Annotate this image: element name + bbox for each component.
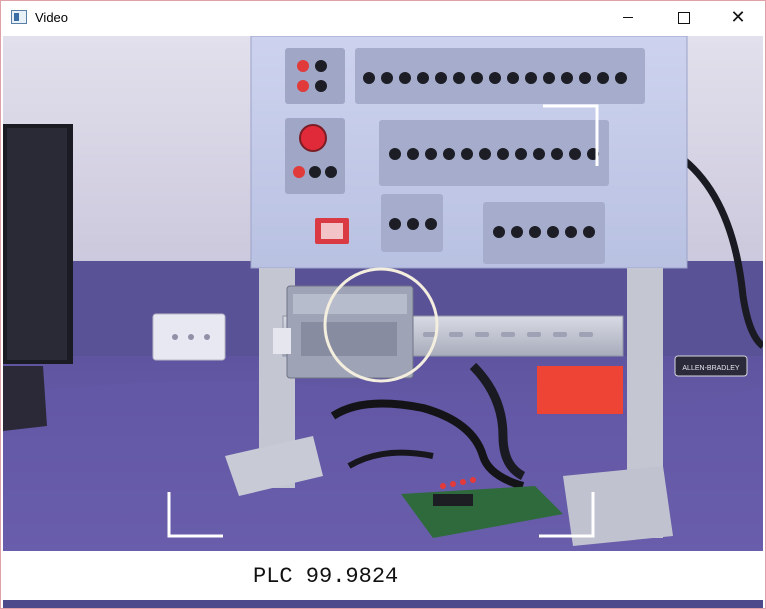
terminal-row-lower	[493, 226, 595, 238]
title-bar[interactable]: Video ✕	[1, 1, 765, 36]
caption-bar: PLC 99.9824	[3, 551, 763, 600]
cable	[676, 153, 763, 349]
floor-cable	[330, 399, 525, 490]
plc-top	[293, 294, 407, 314]
board-chip	[433, 494, 473, 506]
terminal-strip-middle	[379, 120, 609, 186]
plc-front	[301, 322, 397, 356]
stand-foot-left	[225, 436, 323, 496]
maximize-icon	[678, 11, 690, 24]
video-bottom-strip	[3, 600, 763, 608]
red-box	[537, 366, 623, 414]
tracking-corner	[543, 104, 599, 166]
board-leds	[440, 477, 476, 489]
red-indicator	[297, 60, 309, 72]
app-icon	[11, 10, 27, 24]
detection-circle	[323, 267, 439, 383]
stand-foot-right	[563, 466, 673, 546]
detection-caption: PLC 99.9824	[253, 564, 399, 589]
terminal	[325, 166, 337, 178]
maximize-button[interactable]	[661, 1, 707, 34]
socket-hole	[188, 334, 194, 340]
monitor-screen	[7, 128, 67, 360]
tracking-corner	[539, 492, 595, 538]
terminal	[389, 218, 401, 230]
floor-cable	[347, 449, 434, 469]
red-indicator	[297, 80, 309, 92]
terminal	[425, 218, 437, 230]
terminal-row-top	[363, 72, 627, 84]
terminal	[315, 80, 327, 92]
logo-mark	[321, 223, 343, 239]
socket-hole	[172, 334, 178, 340]
emergency-button	[299, 124, 327, 152]
rail-slots	[423, 332, 593, 337]
switch-block	[285, 48, 345, 104]
monitor-stand	[3, 366, 47, 431]
tracking-corner	[167, 492, 223, 538]
socket-hole	[204, 334, 210, 340]
plc-clip	[273, 328, 291, 354]
terminal	[315, 60, 327, 72]
camera-scene: ALLEN-BRADLEY	[3, 36, 763, 551]
label-plate-text: ALLEN-BRADLEY	[682, 365, 740, 372]
terminal	[309, 166, 321, 178]
terminal	[407, 218, 419, 230]
window-title: Video	[35, 10, 69, 25]
label-plate	[674, 355, 748, 377]
floor-cable	[469, 362, 526, 481]
minimize-button[interactable]	[605, 1, 651, 34]
red-indicator	[293, 166, 305, 178]
close-button[interactable]: ✕	[715, 1, 761, 34]
terminal-block-right	[483, 202, 605, 264]
video-frame: ALLEN-BRADLEY	[3, 36, 763, 551]
terminal-row-middle	[389, 148, 599, 160]
minimize-icon	[623, 17, 633, 18]
close-icon: ✕	[730, 7, 746, 27]
